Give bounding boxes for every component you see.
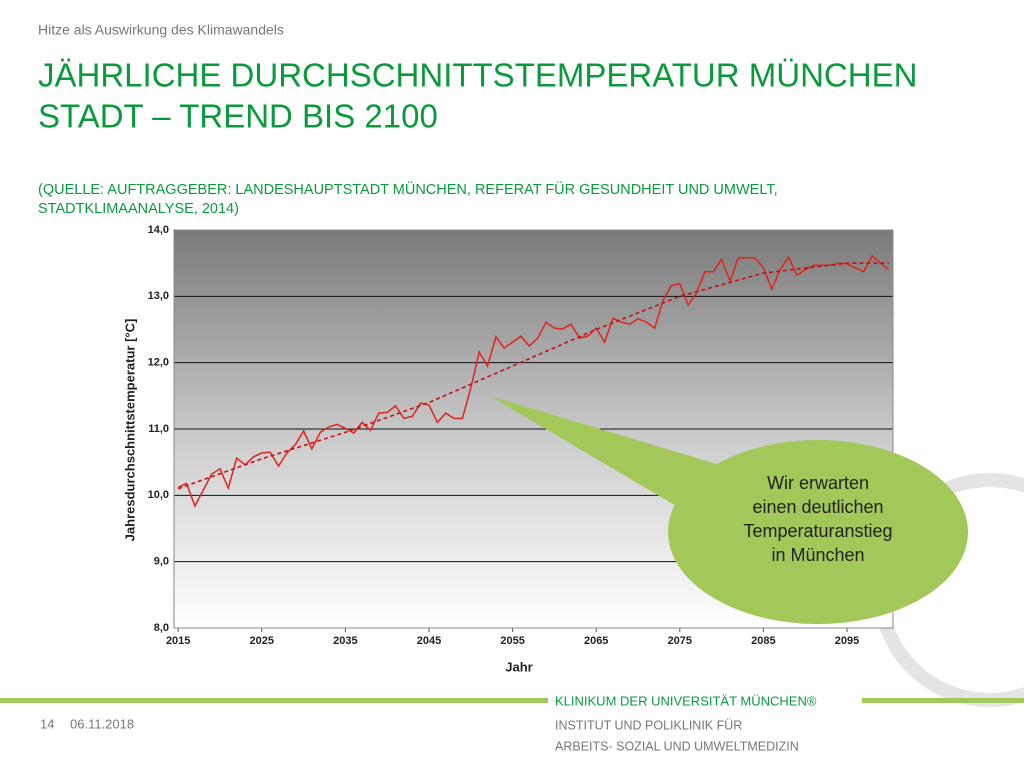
x-tick-label: 2075: [668, 635, 692, 647]
trend-line: [177, 262, 889, 490]
y-tick-label: 13,0: [148, 290, 169, 302]
y-tick-label: 10,0: [148, 489, 169, 501]
title: STADT – TREND BIS 2100: [38, 98, 438, 135]
callout-line: Wir erwarten: [767, 473, 869, 493]
footer-line: [862, 698, 1024, 703]
x-tick-label: 2045: [417, 635, 441, 647]
y-tick-label: 8,0: [154, 622, 169, 634]
date: 06.11.2018: [70, 716, 134, 731]
title: JÄHRLICHE DURCHSCHNITTSTEMPERATUR MÜNCHE…: [38, 57, 917, 94]
x-tick-label: 2025: [250, 635, 274, 647]
footer-line: [0, 698, 548, 703]
callout-line: Temperaturanstieg: [743, 521, 892, 541]
source: STADTKLIMAANALYSE, 2014): [38, 201, 239, 217]
callout-line: in München: [771, 545, 864, 565]
x-tick-label: 2085: [751, 635, 775, 647]
x-axis-label: Jahr: [505, 659, 532, 674]
y-axis-label: Jahresdurchschnittstemperatur [°C]: [122, 319, 137, 542]
x-tick-label: 2065: [584, 635, 608, 647]
institute: ARBEITS- SOZIAL UND UMWELTMEDIZIN: [555, 739, 799, 753]
x-tick-label: 2015: [166, 635, 190, 647]
header: Hitze als Auswirkung des Klimawandels: [38, 22, 284, 38]
org: KLINIKUM DER UNIVERSITÄT MÜNCHEN®: [555, 693, 817, 708]
callout-text: Wir erwarten einen deutlichen Temperaturan…: [743, 473, 892, 565]
y-tick-label: 12,0: [148, 357, 169, 369]
data-line: [177, 254, 890, 508]
y-tick-label: 11,0: [148, 423, 169, 435]
callout-line: einen deutlichen: [752, 497, 883, 517]
plot-border: [173, 229, 894, 629]
source: (QUELLE: AUFTRAGGEBER: LANDESHAUPTSTADT …: [38, 180, 778, 198]
y-tick-label: 9,0: [154, 556, 169, 568]
y-tick-label: 14,0: [148, 224, 169, 236]
institute: INSTITUT UND POLIKLINIK FÜR: [555, 718, 742, 732]
callout: [668, 440, 968, 624]
callout-pointer: [490, 396, 730, 520]
x-tick-label: 2055: [500, 635, 524, 647]
x-tick-label: 2035: [333, 635, 357, 647]
page-number: 14: [40, 716, 54, 731]
x-tick-label: 2095: [835, 635, 859, 647]
